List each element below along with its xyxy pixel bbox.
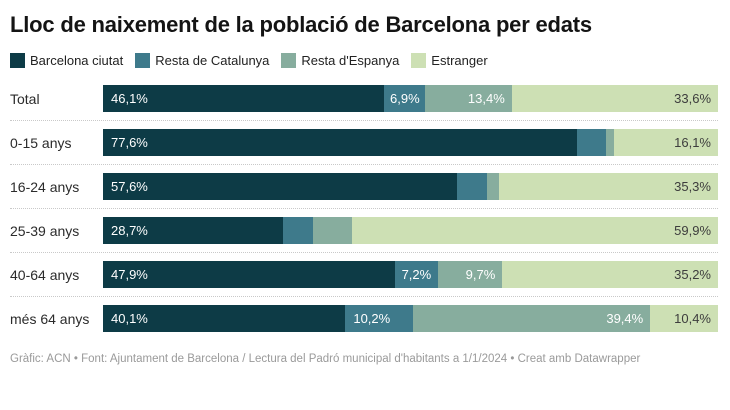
bar-segment[interactable]: 33,6%: [511, 85, 718, 112]
segment-value-label: 77,6%: [111, 135, 148, 150]
bar-segment[interactable]: 77,6%: [103, 129, 577, 156]
bar-segment[interactable]: 40,1%: [103, 305, 346, 332]
segment-value-label: 35,2%: [674, 267, 711, 282]
segment-value-label: 39,4%: [606, 311, 644, 326]
row-separator: [10, 208, 718, 209]
bar-segment[interactable]: 46,1%: [103, 85, 385, 112]
bar-segment[interactable]: [312, 217, 352, 244]
segment-value-label: 16,1%: [674, 135, 711, 150]
segment-value-label: 40,1%: [111, 311, 148, 326]
legend-item-label: Barcelona ciutat: [30, 53, 124, 68]
bar-segment[interactable]: 35,2%: [502, 261, 718, 288]
bar-segment[interactable]: 9,7%: [437, 261, 503, 288]
datawrapper-link[interactable]: Datawrapper: [574, 353, 641, 365]
bar-segment[interactable]: 10,4%: [650, 305, 718, 332]
row-label: 25-39 anys: [10, 222, 80, 239]
legend-item-label: Estranger: [431, 53, 488, 68]
legend-swatch-icon: [281, 53, 297, 68]
chart-title: Lloc de naixement de la població de Barc…: [10, 12, 592, 37]
chart-rows: Total 46,1% 6,9% 13,4% 33,6% 0-15 anys 77,6…: [10, 85, 718, 332]
legend-swatch-icon: [10, 53, 25, 68]
segment-value-label: 28,7%: [111, 223, 148, 238]
legend-item: Estranger: [411, 53, 488, 68]
row-separator: [10, 120, 718, 121]
bar-segment[interactable]: [456, 173, 488, 200]
segment-value-label: 59,9%: [674, 223, 712, 238]
stacked-bar: 77,6% 16,1%: [103, 129, 718, 156]
stacked-bar: 57,6% 35,3%: [103, 173, 718, 200]
legend-item: Resta d'Espanya: [281, 53, 399, 68]
row-label: més 64 anys: [10, 310, 90, 327]
bar-segment[interactable]: [487, 173, 500, 200]
legend: Barcelona ciutat Resta de Catalunya Rest…: [10, 53, 718, 68]
legend-item: Resta de Catalunya: [135, 53, 269, 68]
bar-segment[interactable]: 47,9%: [103, 261, 396, 288]
footer-text: Gràfic: ACN • Font: Ajuntament de Barcel…: [10, 353, 575, 365]
segment-value-label: 57,6%: [111, 179, 148, 194]
segment-value-label: 10,4%: [674, 311, 711, 326]
legend-swatch-icon: [135, 53, 151, 68]
bar-row: 16-24 anys 57,6% 35,3%: [10, 173, 718, 200]
bar-segment[interactable]: 57,6%: [103, 173, 457, 200]
legend-item-label: Resta d'Espanya: [301, 53, 400, 68]
row-label: 16-24 anys: [10, 178, 80, 195]
bar-segment[interactable]: [606, 129, 615, 156]
segment-value-label: 35,3%: [674, 179, 711, 194]
stacked-bar: 40,1% 10,2% 39,4% 10,4%: [103, 305, 718, 332]
segment-value-label: 10,2%: [353, 311, 391, 326]
segment-value-label: 13,4%: [467, 91, 505, 106]
legend-item-label: Resta de Catalunya: [155, 53, 270, 68]
bar-segment[interactable]: 39,4%: [412, 305, 651, 332]
bar-segment[interactable]: 28,7%: [103, 217, 284, 244]
segment-value-label: 46,1%: [111, 91, 148, 106]
bar-row: 0-15 anys 77,6% 16,1%: [10, 129, 718, 156]
segment-value-label: 9,7%: [465, 267, 496, 282]
segment-value-label: 47,9%: [111, 267, 148, 282]
row-label: Total: [10, 90, 40, 107]
segment-value-label: 33,6%: [674, 91, 712, 106]
footer-attribution: Gràfic: ACN • Font: Ajuntament de Barcel…: [10, 351, 715, 368]
row-label: 40-64 anys: [10, 266, 80, 283]
legend-item: Barcelona ciutat: [10, 53, 123, 68]
bar-segment[interactable]: [283, 217, 313, 244]
bar-segment[interactable]: [576, 129, 606, 156]
stacked-bar: 46,1% 6,9% 13,4% 33,6%: [103, 85, 718, 112]
row-separator: [10, 164, 718, 165]
row-label: 0-15 anys: [10, 134, 72, 151]
bar-segment[interactable]: 6,9%: [384, 85, 426, 112]
bar-segment[interactable]: 16,1%: [614, 129, 718, 156]
bar-row: més 64 anys 40,1% 10,2% 39,4% 10,4%: [10, 305, 718, 332]
stacked-bar: 28,7% 59,9%: [103, 217, 718, 244]
bar-segment[interactable]: 59,9%: [351, 217, 718, 244]
bar-row: 25-39 anys 28,7% 59,9%: [10, 217, 718, 244]
stacked-bar: 47,9% 7,2% 9,7% 35,2%: [103, 261, 718, 288]
bar-row: Total 46,1% 6,9% 13,4% 33,6%: [10, 85, 718, 112]
row-separator: [10, 252, 718, 253]
row-separator: [10, 296, 718, 297]
bar-segment[interactable]: 10,2%: [345, 305, 413, 332]
bar-row: 40-64 anys 47,9% 7,2% 9,7% 35,2%: [10, 261, 718, 288]
segment-value-label: 6,9%: [390, 91, 420, 106]
segment-value-label: 7,2%: [401, 267, 432, 282]
legend-swatch-icon: [411, 53, 427, 68]
bar-segment[interactable]: 7,2%: [395, 261, 438, 288]
bar-segment[interactable]: 35,3%: [499, 173, 718, 200]
bar-segment[interactable]: 13,4%: [425, 85, 512, 112]
